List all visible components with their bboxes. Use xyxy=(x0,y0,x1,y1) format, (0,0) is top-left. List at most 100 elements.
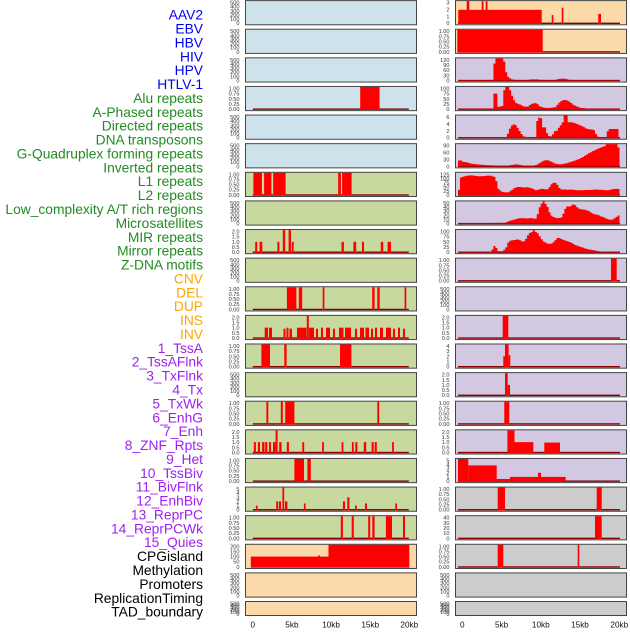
svg-text:0.75: 0.75 xyxy=(439,263,450,269)
svg-text:Mirror repeats: Mirror repeats xyxy=(117,244,203,259)
svg-text:500: 500 xyxy=(230,373,239,379)
svg-text:0.25: 0.25 xyxy=(229,474,240,480)
svg-text:200: 200 xyxy=(230,544,239,550)
svg-text:0: 0 xyxy=(446,365,449,371)
svg-text:1.5: 1.5 xyxy=(232,235,240,241)
svg-text:8_ZNF_Rpts: 8_ZNF_Rpts xyxy=(125,438,203,453)
svg-text:1: 1 xyxy=(446,475,449,481)
svg-text:100: 100 xyxy=(230,160,239,166)
svg-text:200: 200 xyxy=(230,608,239,614)
svg-text:Promoters: Promoters xyxy=(139,577,203,592)
svg-text:0.25: 0.25 xyxy=(439,45,450,51)
svg-text:20kb: 20kb xyxy=(610,621,628,630)
svg-text:200: 200 xyxy=(230,156,239,162)
svg-text:0.00: 0.00 xyxy=(439,422,450,428)
svg-text:2: 2 xyxy=(446,129,449,135)
svg-text:6_EnhG: 6_EnhG xyxy=(152,410,203,425)
svg-text:14_ReprPCWk: 14_ReprPCWk xyxy=(111,521,203,536)
svg-text:0.5: 0.5 xyxy=(232,245,240,251)
svg-text:300: 300 xyxy=(230,9,239,15)
svg-text:1.0: 1.0 xyxy=(442,326,450,332)
svg-text:100: 100 xyxy=(440,86,449,92)
svg-text:1.5: 1.5 xyxy=(442,378,450,384)
svg-text:500: 500 xyxy=(230,258,239,264)
svg-text:2: 2 xyxy=(446,354,449,360)
svg-text:90: 90 xyxy=(443,63,449,69)
svg-text:5_TxWk: 5_TxWk xyxy=(152,396,203,411)
svg-text:1.00: 1.00 xyxy=(439,29,450,35)
svg-text:50: 50 xyxy=(443,185,449,191)
svg-text:2.0: 2.0 xyxy=(232,430,240,436)
svg-text:0.50: 0.50 xyxy=(439,268,450,274)
svg-text:200: 200 xyxy=(230,385,239,391)
svg-text:100: 100 xyxy=(230,74,239,80)
svg-text:0.5: 0.5 xyxy=(442,388,450,394)
svg-text:100: 100 xyxy=(230,217,239,223)
svg-text:0.0: 0.0 xyxy=(442,450,450,456)
svg-text:L1 repeats: L1 repeats xyxy=(138,174,203,189)
svg-text:100: 100 xyxy=(440,303,449,309)
svg-text:1.00: 1.00 xyxy=(229,172,240,178)
svg-text:400: 400 xyxy=(230,377,239,383)
svg-text:300: 300 xyxy=(230,209,239,215)
svg-text:2.0: 2.0 xyxy=(442,430,450,436)
svg-text:0: 0 xyxy=(446,193,449,199)
svg-text:1.00: 1.00 xyxy=(229,401,240,407)
svg-text:2: 2 xyxy=(236,499,239,505)
svg-text:300: 300 xyxy=(440,581,449,587)
svg-text:0.75: 0.75 xyxy=(229,92,240,98)
svg-text:0: 0 xyxy=(446,107,449,113)
svg-text:0.0: 0.0 xyxy=(442,393,450,399)
svg-text:1.5: 1.5 xyxy=(442,321,450,327)
svg-text:3_TxFlnk: 3_TxFlnk xyxy=(146,369,203,384)
svg-text:2.0: 2.0 xyxy=(442,373,450,379)
svg-text:1.00: 1.00 xyxy=(439,258,450,264)
svg-text:0: 0 xyxy=(236,78,239,84)
svg-text:3: 3 xyxy=(236,495,239,501)
svg-text:400: 400 xyxy=(230,119,239,125)
svg-text:0.00: 0.00 xyxy=(439,279,450,285)
svg-text:5kb: 5kb xyxy=(495,621,509,630)
svg-text:0: 0 xyxy=(236,594,239,600)
svg-text:1_TssA: 1_TssA xyxy=(158,341,204,356)
svg-text:1.5: 1.5 xyxy=(442,435,450,441)
svg-text:50: 50 xyxy=(233,560,239,566)
svg-text:INV: INV xyxy=(180,327,204,342)
svg-text:500: 500 xyxy=(230,573,239,579)
svg-text:1.0: 1.0 xyxy=(442,440,450,446)
svg-text:ReplicationTiming: ReplicationTiming xyxy=(94,591,203,606)
svg-text:0.50: 0.50 xyxy=(229,412,240,418)
svg-text:4: 4 xyxy=(446,463,449,469)
svg-text:1.00: 1.00 xyxy=(229,287,240,293)
svg-text:10kb: 10kb xyxy=(322,621,340,630)
svg-text:0.50: 0.50 xyxy=(439,555,450,561)
svg-text:200: 200 xyxy=(230,270,239,276)
svg-text:0.25: 0.25 xyxy=(229,417,240,423)
svg-text:HTLV-1: HTLV-1 xyxy=(157,77,203,92)
svg-text:CNV: CNV xyxy=(174,271,204,286)
svg-text:0: 0 xyxy=(446,479,449,485)
svg-text:15_Quies: 15_Quies xyxy=(144,535,203,550)
svg-text:300: 300 xyxy=(230,152,239,158)
svg-text:300: 300 xyxy=(230,266,239,272)
svg-text:400: 400 xyxy=(230,5,239,11)
svg-text:0: 0 xyxy=(236,21,239,27)
svg-text:100: 100 xyxy=(230,555,239,561)
svg-text:0.75: 0.75 xyxy=(439,406,450,412)
svg-text:1.00: 1.00 xyxy=(229,344,240,350)
svg-text:5kb: 5kb xyxy=(285,621,299,630)
svg-text:500: 500 xyxy=(440,602,449,608)
svg-text:0: 0 xyxy=(446,78,449,84)
svg-text:1.5: 1.5 xyxy=(232,435,240,441)
svg-text:2_TssAFlnk: 2_TssAFlnk xyxy=(132,355,203,370)
svg-text:0.25: 0.25 xyxy=(229,531,240,537)
svg-text:MIR repeats: MIR repeats xyxy=(128,230,203,245)
svg-text:25: 25 xyxy=(443,189,449,195)
svg-text:0.50: 0.50 xyxy=(439,40,450,46)
svg-text:100: 100 xyxy=(230,46,239,52)
svg-text:0.75: 0.75 xyxy=(439,492,450,498)
svg-text:1.0: 1.0 xyxy=(442,383,450,389)
svg-text:400: 400 xyxy=(230,148,239,154)
svg-text:0.50: 0.50 xyxy=(439,497,450,503)
svg-text:3: 3 xyxy=(446,467,449,473)
